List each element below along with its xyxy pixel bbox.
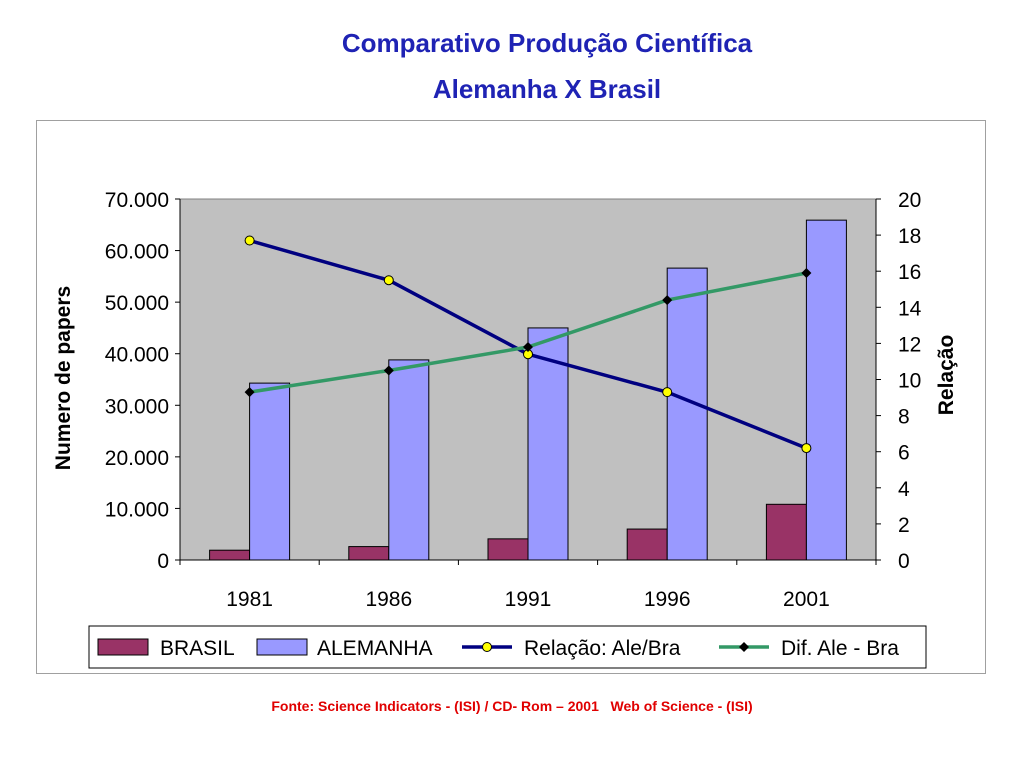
- x-tick-label: 2001: [783, 588, 830, 611]
- bar-alemanha-1991: [527, 327, 569, 561]
- legend-swatch-brasil: [97, 638, 149, 656]
- point-dif-1991: [523, 342, 533, 353]
- point-dif-1986: [383, 365, 394, 376]
- y2-tick-label: 12: [898, 333, 921, 356]
- legend-swatch-alemanha: [256, 638, 308, 656]
- x-tick-label: 1986: [365, 588, 412, 611]
- x-tick-label: 1981: [226, 588, 273, 611]
- bar-brasil-1996: [626, 528, 668, 561]
- legend-label-relacao: Relação: Ale/Bra: [524, 637, 681, 660]
- point-dif-2001: [801, 268, 812, 279]
- bar-alemanha-1981: [249, 382, 291, 561]
- y2-tick-label: 0: [898, 550, 910, 573]
- point-dif-1996: [662, 295, 673, 306]
- source-note: Fonte: Science Indicators - (ISI) / CD- …: [271, 698, 753, 714]
- chart-subtitle: Alemanha X Brasil: [432, 74, 662, 104]
- point-relacao-1986: [383, 275, 394, 286]
- y2-tick-label: 4: [898, 478, 910, 501]
- y2-tick-label: 20: [898, 189, 921, 212]
- chart-title: Comparativo Produção Científica: [341, 28, 753, 58]
- legend-marker-dif: [739, 642, 749, 652]
- bar-alemanha-2001: [805, 219, 847, 561]
- point-relacao-1981: [244, 235, 255, 246]
- chart-frame: [36, 120, 986, 674]
- legend-label-alemanha: ALEMANHA: [317, 637, 433, 660]
- y2-tick-label: 18: [898, 225, 921, 248]
- point-relacao-2001: [801, 443, 812, 454]
- point-relacao-1996: [662, 387, 673, 398]
- x-tick-label: 1996: [644, 588, 691, 611]
- y-tick-label: 70.000: [105, 189, 169, 212]
- point-dif-1981: [244, 387, 255, 398]
- y2-tick-label: 16: [898, 261, 921, 284]
- bar-brasil-1986: [348, 546, 390, 561]
- y-tick-label: 10.000: [105, 498, 169, 521]
- y-tick-label: 0: [157, 550, 169, 573]
- y2-tick-label: 14: [898, 297, 922, 320]
- y2-tick-label: 2: [898, 514, 910, 537]
- legend-marker-relacao: [482, 642, 492, 652]
- y2-tick-label: 10: [898, 370, 921, 393]
- bar-brasil-1991: [487, 538, 529, 561]
- bar-alemanha-1996: [666, 267, 708, 561]
- bar-alemanha-1986: [388, 359, 430, 561]
- legend-label-brasil: BRASIL: [160, 637, 235, 660]
- y-tick-label: 20.000: [105, 447, 169, 470]
- y-tick-label: 40.000: [105, 344, 169, 367]
- y2-tick-label: 6: [898, 442, 910, 465]
- y2-axis-title: Relação: [935, 335, 958, 416]
- y-tick-label: 30.000: [105, 395, 169, 418]
- y-axis-title: Numero de papers: [52, 286, 75, 470]
- y-tick-label: 60.000: [105, 241, 169, 264]
- x-tick-label: 1991: [505, 588, 552, 611]
- legend-label-dif: Dif. Ale - Bra: [781, 637, 899, 660]
- bar-brasil-1981: [209, 549, 251, 561]
- bar-brasil-2001: [765, 503, 807, 561]
- y-tick-label: 50.000: [105, 292, 169, 315]
- y2-tick-label: 8: [898, 406, 910, 429]
